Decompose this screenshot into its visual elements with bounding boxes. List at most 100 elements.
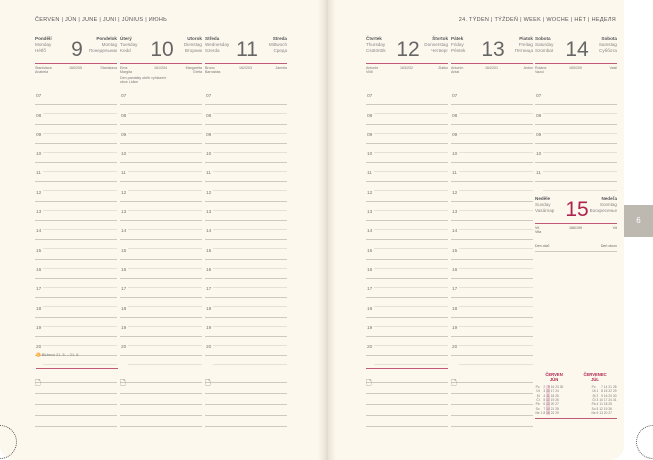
hour-row[interactable]: 10 [120, 144, 202, 173]
hour-row[interactable]: 13 [451, 202, 533, 231]
day-column: Čtvrtek Thursday Csütörtök 12 Štvrtok Donne… [366, 36, 448, 366]
hour-row[interactable]: 14 [35, 221, 117, 250]
hour-row[interactable]: 19 [205, 318, 287, 347]
zodiac-note: ♊ Blíženci 21. 5. – 21. 6. [36, 353, 80, 357]
hour-row[interactable]: 19 [120, 318, 202, 347]
hour-row[interactable]: 08 [366, 105, 448, 135]
decorative-dotted-circle [636, 425, 653, 459]
day-header: Sobota Saturday Szombat 14 Sobota Samstag Су… [535, 36, 617, 64]
hour-row[interactable]: 20 [120, 337, 202, 366]
day-names-left: Sobota Saturday Szombat [535, 36, 554, 53]
june-label: ČERVEN [545, 372, 563, 377]
hour-row[interactable]: 09 [535, 125, 617, 154]
hour-row[interactable]: 19 [35, 318, 117, 347]
hour-row[interactable]: 15 [120, 240, 202, 270]
hour-row[interactable]: 09 [366, 125, 448, 154]
hour-row[interactable]: 09 [35, 125, 117, 154]
hour-row[interactable]: 17 [35, 279, 117, 308]
namedays: Bruno 162/203 Jarmila Barnabás [205, 66, 287, 74]
hour-row[interactable]: 15 [451, 240, 533, 270]
hour-row[interactable]: 08 [35, 105, 117, 135]
hour-row[interactable]: 13 [35, 202, 117, 231]
hour-row[interactable]: 18 [451, 298, 533, 328]
hour-row[interactable]: 12 [451, 182, 533, 212]
hour-row[interactable]: 14 [451, 221, 533, 250]
hour-row[interactable]: 16 [366, 260, 448, 289]
divider [366, 368, 448, 369]
notes-area[interactable]: 🗋 [120, 372, 202, 427]
hour-row[interactable]: 17 [120, 279, 202, 308]
hour-row[interactable]: 20 [35, 337, 117, 366]
day-names-right: Pondelok Montag Понедельник [88, 36, 117, 53]
hour-row[interactable]: 11 [120, 163, 202, 192]
hour-row[interactable]: 17 [366, 279, 448, 308]
hour-row[interactable]: 20 [205, 337, 287, 366]
hour-row[interactable] [535, 182, 617, 196]
day-column: Pátek Friday Péntek 13 Piatok Freitag Пятниц… [451, 36, 533, 366]
hour-row[interactable]: 07 [366, 86, 448, 115]
hour-row[interactable]: 14 [120, 221, 202, 250]
hour-row[interactable]: 11 [205, 163, 287, 192]
hour-row[interactable]: 13 [366, 202, 448, 231]
hour-row[interactable]: 12 [35, 182, 117, 212]
hour-row[interactable]: 15 [35, 240, 117, 270]
notes-area[interactable]: 🗋 [35, 372, 117, 427]
hour-row[interactable]: 12 [205, 182, 287, 212]
hour-row[interactable]: 07 [451, 86, 533, 115]
hour-row[interactable]: 18 [35, 298, 117, 328]
hour-row[interactable]: 15 [366, 240, 448, 270]
hour-row[interactable]: 17 [205, 279, 287, 308]
hour-row[interactable]: 16 [205, 260, 287, 289]
hour-row[interactable]: 18 [120, 298, 202, 328]
hour-row[interactable]: 07 [535, 86, 617, 115]
hour-row[interactable]: 11 [451, 163, 533, 192]
hour-row[interactable]: 20 [366, 337, 448, 366]
hour-row[interactable]: 07 [120, 86, 202, 115]
hour-row[interactable]: 10 [535, 144, 617, 173]
hour-row[interactable]: 07 [205, 86, 287, 115]
notes-area[interactable]: 🗋 [205, 372, 287, 427]
hour-row[interactable]: 19 [366, 318, 448, 347]
hour-row[interactable]: 09 [451, 125, 533, 154]
hour-row[interactable]: 10 [205, 144, 287, 173]
hour-row[interactable]: 09 [120, 125, 202, 154]
hour-row[interactable]: 15 [205, 240, 287, 270]
hour-row[interactable]: 14 [205, 221, 287, 250]
hour-row[interactable]: 08 [120, 105, 202, 135]
day-number: 14 [565, 38, 589, 61]
hour-row[interactable]: 12 [366, 182, 448, 212]
month-tab[interactable]: 6 [624, 205, 653, 237]
hour-row[interactable]: 11 [35, 163, 117, 192]
hour-row[interactable]: 13 [120, 202, 202, 231]
hour-row[interactable]: 10 [366, 144, 448, 173]
namedays: Stanislava 160/205 Stanislava Anabela [35, 66, 117, 74]
hour-row[interactable]: 16 [120, 260, 202, 289]
hour-row[interactable]: 07 [35, 86, 117, 115]
hour-row[interactable]: 10 [35, 144, 117, 173]
hour-row[interactable]: 10 [451, 144, 533, 173]
hour-row[interactable]: 14 [366, 221, 448, 250]
hour-row[interactable]: 18 [205, 298, 287, 328]
hour-row[interactable]: 19 [451, 318, 533, 347]
hour-row[interactable]: 11 [366, 163, 448, 192]
day-number: 9 [71, 38, 83, 61]
hour-row[interactable]: 18 [366, 298, 448, 328]
hour-row[interactable]: 08 [205, 105, 287, 135]
note-icon: 🗋 [35, 380, 41, 387]
namedays: Antonín 164/201 Anton Antal [451, 66, 533, 74]
hour-row[interactable]: 13 [205, 202, 287, 231]
hour-row[interactable]: 09 [205, 125, 287, 154]
hour-row[interactable]: 16 [35, 260, 117, 289]
hour-row[interactable]: 20 [451, 337, 533, 366]
hour-row[interactable]: 12 [120, 182, 202, 212]
day-header: Středa Wednesday Szerda 11 Streda Mittwoch С… [205, 36, 287, 64]
hour-row[interactable]: 17 [451, 279, 533, 308]
hour-row[interactable]: 08 [451, 105, 533, 135]
notes-area[interactable]: 🗋 [451, 372, 533, 427]
notes-area[interactable]: 🗋 [366, 372, 448, 427]
day-names-left: Pátek Friday Péntek [451, 36, 466, 53]
hour-row[interactable]: 16 [451, 260, 533, 289]
hour-row[interactable]: 08 [535, 105, 617, 135]
namedays: Roland 165/200 Vasil Vazul [535, 66, 617, 74]
hour-row[interactable]: 11 [535, 163, 617, 192]
